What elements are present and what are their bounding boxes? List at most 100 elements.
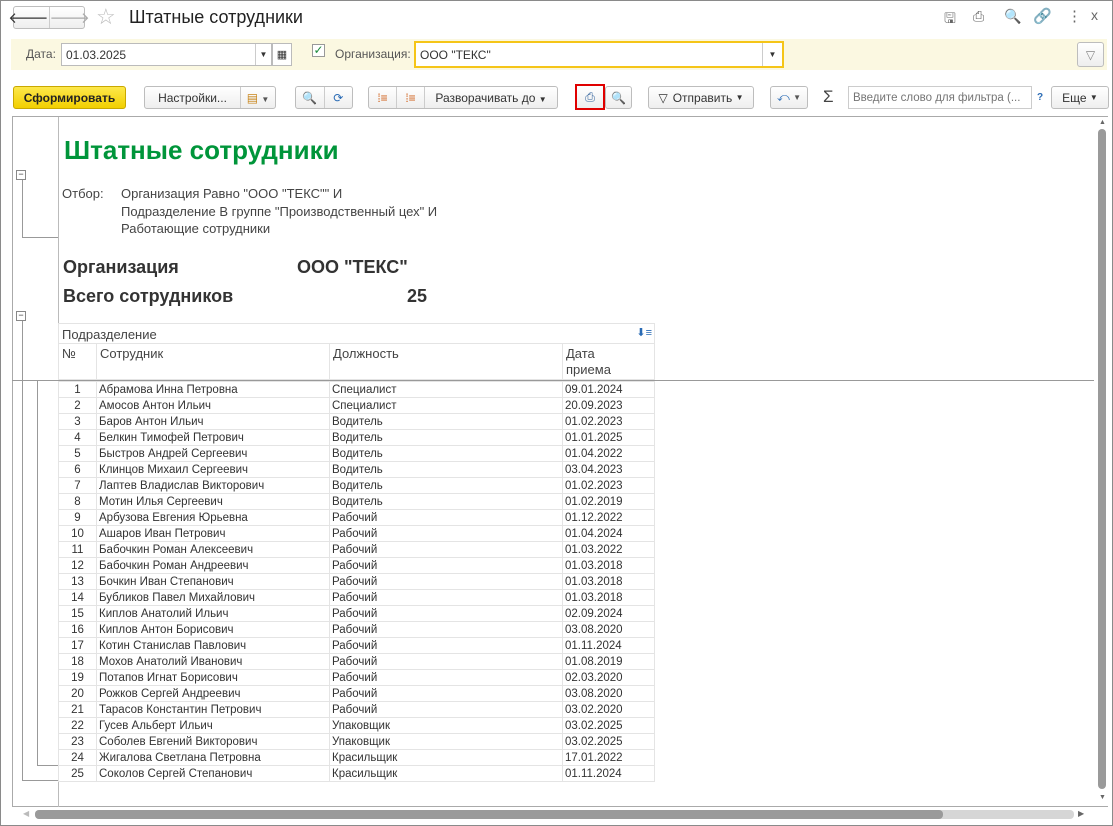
settings-button[interactable]: Настройки... <box>158 90 227 105</box>
cell-position[interactable]: Специалист <box>329 397 563 414</box>
search-icon[interactable]: 🔍 <box>302 90 318 105</box>
cell-employee[interactable]: Бубликов Павел Михайлович <box>96 589 330 606</box>
cell-hire-date[interactable]: 03.08.2020 <box>562 621 655 638</box>
table-row[interactable]: 14 Бубликов Павел Михайлович Рабочий 01.03.… <box>58 589 655 606</box>
table-row[interactable]: 7 Лаптев Владислав Викторович Водитель 01.0… <box>58 477 655 494</box>
cell-position[interactable]: Рабочий <box>329 509 563 526</box>
help-icon[interactable]: ? <box>1037 92 1044 103</box>
cell-hire-date[interactable]: 01.03.2022 <box>562 541 655 558</box>
cell-employee[interactable]: Соболев Евгений Викторович <box>96 733 330 750</box>
cell-hire-date[interactable]: 09.01.2024 <box>562 381 655 398</box>
cell-employee[interactable]: Баров Антон Ильич <box>96 413 330 430</box>
cell-number[interactable]: 25 <box>58 765 97 782</box>
table-row[interactable]: 10 Ашаров Иван Петрович Рабочий 01.04.2024 <box>58 525 655 542</box>
cell-employee[interactable]: Мохов Анатолий Иванович <box>96 653 330 670</box>
cell-position[interactable]: Красильщик <box>329 749 563 766</box>
cell-hire-date[interactable]: 01.02.2023 <box>562 477 655 494</box>
scroll-down-icon[interactable]: ▼ <box>1099 794 1106 801</box>
table-row[interactable]: 21 Тарасов Константин Петрович Рабочий 03.0… <box>58 701 655 718</box>
search-next-icon[interactable]: ⟳ <box>333 90 344 105</box>
cell-position[interactable]: Специалист <box>329 381 563 398</box>
cell-position[interactable]: Водитель <box>329 445 563 462</box>
cell-number[interactable]: 10 <box>58 525 97 542</box>
variant-icon[interactable]: ▤ ▼ <box>246 90 270 105</box>
table-row[interactable]: 20 Рожков Сергей Андреевич Рабочий 03.08.20… <box>58 685 655 702</box>
cell-hire-date[interactable]: 03.04.2023 <box>562 461 655 478</box>
cell-hire-date[interactable]: 01.02.2019 <box>562 493 655 510</box>
cell-position[interactable]: Рабочий <box>329 605 563 622</box>
cell-hire-date[interactable]: 03.02.2020 <box>562 701 655 718</box>
expand-all-icon[interactable]: ⁞≡ <box>405 90 416 105</box>
print-preview-button[interactable]: 🔍 <box>605 86 632 109</box>
cell-position[interactable]: Рабочий <box>329 669 563 686</box>
collapse-all-icon[interactable]: ⁞≡ <box>377 90 388 105</box>
cell-hire-date[interactable]: 01.03.2018 <box>562 589 655 606</box>
cell-hire-date[interactable]: 01.11.2024 <box>562 637 655 654</box>
column-header-position[interactable]: Должность <box>329 344 399 379</box>
cell-number[interactable]: 7 <box>58 477 97 494</box>
cell-position[interactable]: Водитель <box>329 493 563 510</box>
close-icon[interactable]: x <box>1091 7 1098 23</box>
cell-employee[interactable]: Бабочкин Роман Алексеевич <box>96 541 330 558</box>
cell-number[interactable]: 17 <box>58 637 97 654</box>
cell-number[interactable]: 3 <box>58 413 97 430</box>
cell-position[interactable]: Рабочий <box>329 525 563 542</box>
cell-number[interactable]: 2 <box>58 397 97 414</box>
scroll-up-icon[interactable]: ▲ <box>1099 119 1106 126</box>
cell-number[interactable]: 14 <box>58 589 97 606</box>
cell-hire-date[interactable]: 03.02.2025 <box>562 733 655 750</box>
collapse-toggle[interactable]: − <box>16 170 26 180</box>
cell-number[interactable]: 18 <box>58 653 97 670</box>
cell-position[interactable]: Рабочий <box>329 621 563 638</box>
cell-number[interactable]: 5 <box>58 445 97 462</box>
cell-number[interactable]: 12 <box>58 557 97 574</box>
cell-employee[interactable]: Быстров Андрей Сергеевич <box>96 445 330 462</box>
table-row[interactable]: 16 Киплов Антон Борисович Рабочий 03.08.202… <box>58 621 655 638</box>
cell-number[interactable]: 1 <box>58 381 97 398</box>
cell-number[interactable]: 24 <box>58 749 97 766</box>
cell-employee[interactable]: Лаптев Владислав Викторович <box>96 477 330 494</box>
table-row[interactable]: 8 Мотин Илья Сергеевич Водитель 01.02.2019 <box>58 493 655 510</box>
sort-icon[interactable]: ⬇≡ <box>636 327 652 339</box>
calendar-button[interactable]: ▦ <box>272 43 292 66</box>
vertical-scrollbar[interactable] <box>1098 129 1106 789</box>
cell-hire-date[interactable]: 20.09.2023 <box>562 397 655 414</box>
cell-employee[interactable]: Соколов Сергей Степанович <box>96 765 330 782</box>
cell-employee[interactable]: Арбузова Евгения Юрьевна <box>96 509 330 526</box>
cell-employee[interactable]: Жигалова Светлана Петровна <box>96 749 330 766</box>
table-row[interactable]: 22 Гусев Альберт Ильич Упаковщик 03.02.2025 <box>58 717 655 734</box>
cell-hire-date[interactable]: 01.11.2024 <box>562 765 655 782</box>
table-row[interactable]: 15 Киплов Анатолий Ильич Рабочий 02.09.2024 <box>58 605 655 622</box>
table-row[interactable]: 23 Соболев Евгений Викторович Упаковщик 03.… <box>58 733 655 750</box>
generate-button[interactable]: Сформировать <box>13 86 126 109</box>
horizontal-scrollbar-thumb[interactable] <box>35 810 943 819</box>
back-arrow-icon[interactable]: 🡐 <box>8 10 49 27</box>
cell-employee[interactable]: Амосов Антон Ильич <box>96 397 330 414</box>
cell-employee[interactable]: Клинцов Михаил Сергеевич <box>96 461 330 478</box>
cell-hire-date[interactable]: 01.04.2022 <box>562 445 655 462</box>
cell-number[interactable]: 6 <box>58 461 97 478</box>
collapse-toggle[interactable]: − <box>16 311 26 321</box>
cell-position[interactable]: Рабочий <box>329 701 563 718</box>
scroll-right-icon[interactable]: ▶ <box>1078 809 1085 818</box>
cell-position[interactable]: Водитель <box>329 413 563 430</box>
cell-position[interactable]: Рабочий <box>329 653 563 670</box>
cell-number[interactable]: 13 <box>58 573 97 590</box>
cell-employee[interactable]: Киплов Антон Борисович <box>96 621 330 638</box>
cell-position[interactable]: Рабочий <box>329 573 563 590</box>
table-row[interactable]: 3 Баров Антон Ильич Водитель 01.02.2023 <box>58 413 655 430</box>
scroll-left-icon[interactable]: ◀ <box>23 809 30 818</box>
cell-number[interactable]: 19 <box>58 669 97 686</box>
cell-position[interactable]: Рабочий <box>329 637 563 654</box>
horizontal-scrollbar-track[interactable] <box>35 810 1074 819</box>
cell-employee[interactable]: Киплов Анатолий Ильич <box>96 605 330 622</box>
table-row[interactable]: 17 Котин Станислав Павлович Рабочий 01.11.2… <box>58 637 655 654</box>
cell-position[interactable]: Упаковщик <box>329 717 563 734</box>
table-row[interactable]: 24 Жигалова Светлана Петровна Красильщик 17… <box>58 749 655 766</box>
cell-employee[interactable]: Белкин Тимофей Петрович <box>96 429 330 446</box>
more-button[interactable]: Еще ▼ <box>1051 86 1109 109</box>
cell-number[interactable]: 23 <box>58 733 97 750</box>
date-field[interactable]: 01.03.2025 ▼ <box>61 43 272 66</box>
table-row[interactable]: 12 Бабочкин Роман Андреевич Рабочий 01.03.2… <box>58 557 655 574</box>
cell-employee[interactable]: Абрамова Инна Петровна <box>96 381 330 398</box>
